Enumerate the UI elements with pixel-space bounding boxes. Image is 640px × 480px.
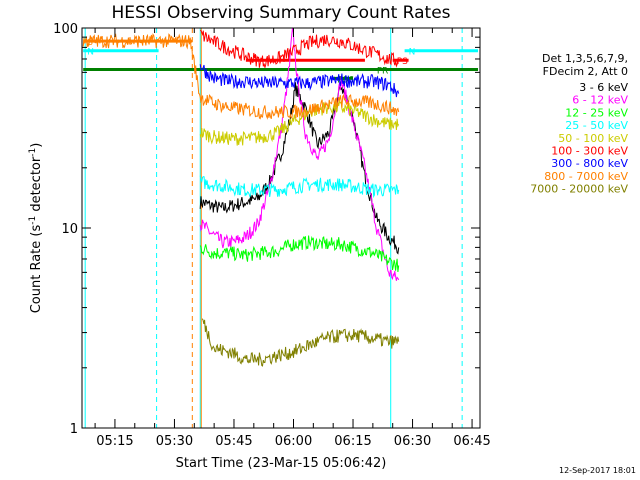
legend-item-6: 300 - 800 keV (551, 157, 628, 170)
x-tick-label-5: 06:30 (394, 434, 431, 449)
y-tick-label-100: 100 (53, 22, 78, 37)
series-line-5 (199, 29, 400, 68)
chart-title: HESSI Observing Summary Count Rates (111, 3, 450, 23)
legend-item-0: 3 - 6 keV (579, 81, 628, 94)
y-axis-label: Count Rate (s-1 detector-1) (28, 143, 44, 314)
series-line-0 (199, 82, 400, 255)
y-tick-label-10: 10 (61, 222, 78, 237)
flag-label-3: S (87, 38, 93, 48)
x-tick-label-4: 06:15 (334, 434, 371, 449)
legend-item-4: 50 - 100 keV (558, 132, 628, 145)
plot-frame (81, 27, 481, 429)
legend-item-2: 12 - 25 keV (565, 106, 628, 119)
legend-item-8: 7000 - 20000 keV (530, 183, 628, 196)
legend-item-1: 6 - 12 keV (572, 94, 628, 107)
series-line-3 (199, 175, 400, 199)
series-line-7 (82, 33, 400, 120)
series-line-1 (199, 27, 400, 281)
y-axis-label-sup: -1 (28, 216, 38, 225)
x-tick-label-6: 06:45 (453, 434, 490, 449)
flag-label-5: FR (377, 67, 388, 77)
y-axis-label-main: Count Rate (s (29, 225, 44, 314)
axes: 1 10 100 05:15 05:30 05:45 06:00 06:15 06:30 06:4… (53, 22, 491, 449)
timestamp: 12-Sep-2017 18:01 (559, 466, 636, 475)
x-tick-label-0: 05:15 (96, 434, 133, 449)
x-tick-label-3: 06:00 (275, 434, 312, 449)
flag-label-6: PS (397, 57, 408, 67)
y-tick-label-1: 1 (70, 422, 78, 437)
legend-title-line1: Det 1,3,5,6,7,9, (542, 52, 628, 65)
y-axis-label-sup2: -1 (28, 148, 38, 157)
x-tick-label-2: 05:45 (215, 434, 252, 449)
flag-label-2: N (409, 48, 416, 58)
series-line-6 (199, 64, 400, 98)
x-tick-label-1: 05:30 (156, 434, 193, 449)
flag-label-1: N (87, 48, 94, 58)
series-line-2 (199, 235, 400, 273)
y-axis-label-end: ) (29, 143, 44, 148)
y-axis-label-mid: detector (29, 156, 44, 216)
legend: Det 1,3,5,6,7,9, FDecim 2, Att 0 3 - 6 k… (530, 52, 628, 196)
legend-title-line2: FDecim 2, Att 0 (543, 65, 628, 78)
legend-item-7: 800 - 7000 keV (544, 170, 628, 183)
legend-item-5: 100 - 300 keV (551, 145, 628, 158)
flag-label-7: P06 (337, 75, 354, 85)
series-line-8 (201, 318, 400, 367)
series-line-4 (199, 100, 400, 146)
x-axis-label: Start Time (23-Mar-15 05:06:42) (176, 456, 387, 471)
legend-item-3: 25 - 50 keV (565, 119, 628, 132)
